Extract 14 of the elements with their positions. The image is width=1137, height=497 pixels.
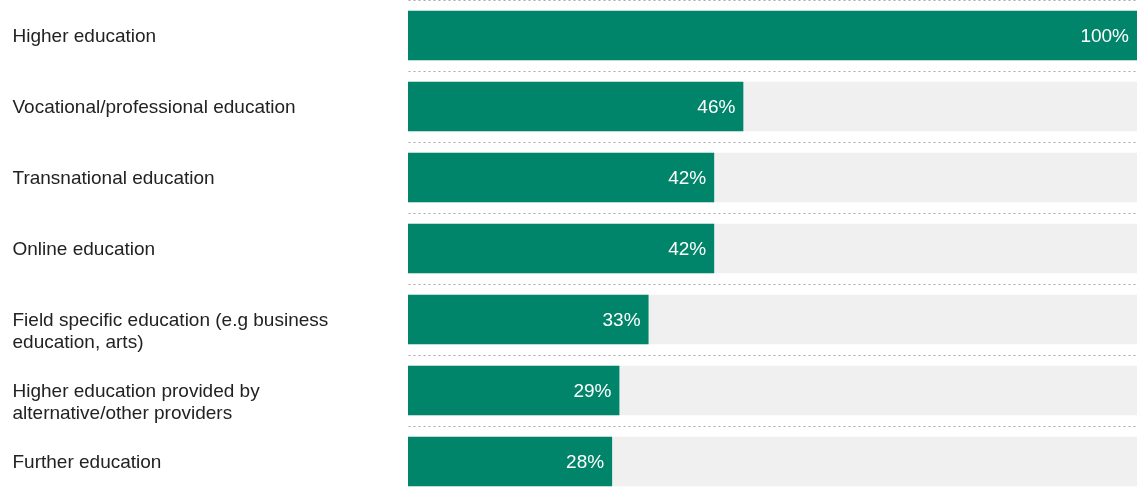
y-tick-label: Transnational education — [12, 166, 215, 188]
y-tick-label: Higher education — [12, 24, 157, 46]
data-label: 29% — [573, 379, 612, 401]
data-label: 42% — [668, 237, 707, 259]
y-tick-label: Field specific education (e.g business education, arts) — [12, 308, 329, 352]
y-tick-label: Higher education provided by alternative/other providers — [12, 379, 261, 423]
data-label: 28% — [566, 450, 605, 472]
y-tick-label: Further education — [12, 450, 162, 472]
data-label: 100% — [1080, 24, 1130, 46]
data-label: 33% — [602, 308, 641, 330]
y-tick-label: Vocational/professional education — [12, 95, 296, 117]
y-tick-label: Online education — [12, 237, 156, 259]
data-label: 46% — [697, 95, 736, 117]
data-label: 42% — [668, 166, 707, 188]
